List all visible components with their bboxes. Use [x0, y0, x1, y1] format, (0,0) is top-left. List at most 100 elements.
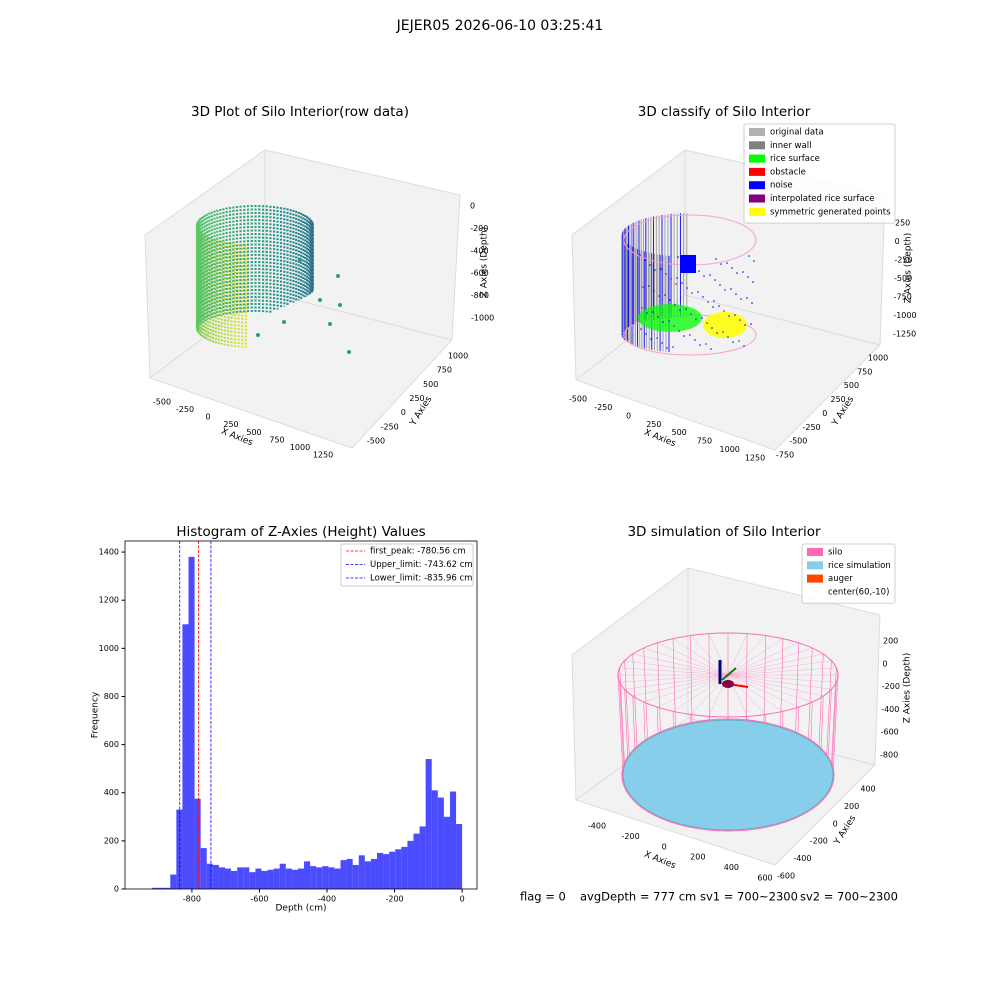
noise-point	[712, 306, 714, 308]
y-tick-label: 0	[401, 408, 406, 417]
silo-wire	[727, 633, 748, 676]
bar	[328, 867, 335, 889]
chart-title: 3D classify of Silo Interior	[638, 104, 811, 120]
x-tick-label: -400	[588, 822, 606, 831]
bar	[158, 887, 165, 889]
silo-wire	[657, 674, 729, 708]
z-tick-label: -500	[894, 274, 912, 283]
bar	[413, 833, 420, 889]
bar	[231, 870, 238, 889]
legend-label: auger	[828, 574, 853, 584]
y-tick-label: 1400	[99, 548, 119, 557]
noise-point	[722, 331, 724, 333]
bar	[212, 864, 219, 889]
z-axis-label: Z Axies (Depth)	[903, 653, 913, 724]
silo-wire	[624, 660, 630, 757]
x-tick-label: -200	[385, 895, 403, 904]
point	[256, 333, 260, 337]
x-tick-label: 1250	[313, 451, 333, 460]
bar	[364, 861, 371, 889]
legend-swatch	[807, 587, 823, 596]
silo-wire	[727, 660, 832, 676]
legend-label: first_peak: -780.56 cm	[370, 547, 466, 557]
noise-point	[735, 293, 737, 295]
legend-box	[743, 123, 896, 224]
silo-wire	[643, 674, 729, 703]
silo-wire	[708, 633, 729, 676]
x-tick-label: 0	[662, 842, 667, 851]
bar	[383, 854, 390, 889]
chart-title: Histogram of Z-Axies (Height) Values	[176, 524, 425, 540]
bar	[206, 863, 213, 889]
z-tick-label: -800	[471, 291, 489, 300]
noise-point	[720, 263, 722, 265]
legend-swatch	[807, 574, 823, 583]
legend-swatch	[749, 128, 765, 136]
bar	[401, 846, 408, 889]
bar	[431, 790, 438, 889]
legend-swatch	[749, 194, 765, 203]
x-tick-label: 250	[223, 420, 238, 429]
chart-title: 3D simulation of Silo Interior	[627, 524, 821, 540]
y-tick-label: 500	[844, 381, 859, 390]
silo-wire	[780, 638, 784, 728]
status-text: flag = 0	[520, 890, 566, 904]
silo-wire	[727, 674, 824, 697]
bar	[188, 556, 195, 889]
z-tick-label: 0	[882, 659, 887, 668]
bar	[285, 868, 292, 889]
auger-y	[721, 667, 737, 681]
noise-point	[664, 294, 666, 296]
noise-point	[707, 301, 709, 303]
bar	[297, 868, 305, 889]
chart-title: 3D Plot of Silo Interior(row data)	[191, 104, 409, 120]
silo-bottom	[621, 718, 835, 832]
auger	[722, 680, 734, 688]
bar	[395, 849, 402, 889]
noise-point	[715, 258, 717, 260]
bar	[389, 851, 396, 889]
noise-point	[699, 344, 701, 346]
z-tick-label: -400	[470, 246, 488, 255]
bar	[243, 867, 250, 889]
noise-point	[642, 286, 644, 288]
y-axis-label: Frequency	[91, 691, 101, 738]
noise-point	[639, 254, 641, 256]
y-tick-label: -250	[802, 423, 820, 432]
status-text: avgDepth = 777 cm	[580, 890, 696, 904]
y-tick-label: 400	[860, 785, 875, 794]
noise-point	[685, 308, 687, 310]
bar	[437, 797, 444, 889]
noise-point	[738, 340, 740, 342]
plot-frame	[124, 540, 478, 890]
y-tick-label: 0	[833, 819, 838, 828]
legend-label: silo	[828, 548, 842, 558]
silo-wire	[672, 638, 676, 728]
noise-point	[726, 262, 728, 264]
legend-label: Upper_limit: -743.62 cm	[370, 560, 473, 570]
noise-point	[697, 291, 699, 293]
z-tick-label: -200	[882, 682, 900, 691]
noise-point	[719, 284, 721, 286]
silo-top	[617, 632, 839, 718]
z-tick-label: 250	[895, 219, 910, 228]
silo-wire	[643, 647, 648, 740]
rice-surface	[638, 304, 702, 332]
legend-swatch	[749, 207, 765, 216]
silo-wire	[727, 667, 837, 676]
bar	[425, 759, 432, 889]
bar	[273, 868, 280, 889]
legend-label: obstacle	[770, 167, 806, 177]
legend-label: interpolated rice surface	[770, 194, 875, 204]
bar	[346, 858, 353, 889]
legend-swatch	[749, 167, 765, 176]
point	[282, 320, 286, 324]
silo-wire	[727, 642, 799, 676]
noise-point	[679, 309, 681, 311]
point	[298, 258, 302, 262]
bar	[456, 824, 463, 889]
x-axis-label: Depth (cm)	[275, 904, 326, 914]
noise-point	[678, 330, 680, 332]
noise-point	[743, 345, 745, 347]
silo-wire	[826, 660, 832, 757]
